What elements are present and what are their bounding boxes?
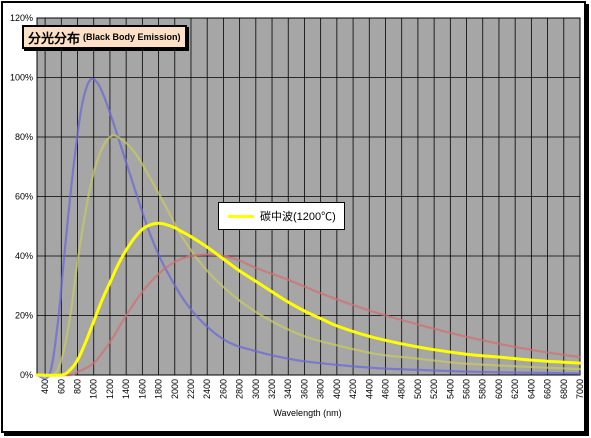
x-tick-label: 1600 (137, 379, 147, 399)
series-line-2 (35, 134, 582, 378)
y-tick-label: 40% (15, 251, 33, 261)
x-tick-label: 4600 (380, 379, 390, 399)
x-tick-label: 3800 (316, 379, 326, 399)
x-tick-label: 5200 (429, 379, 439, 399)
chart-subtitle: (Black Body Emission) (83, 32, 181, 42)
x-tick-label: 4400 (364, 379, 374, 399)
x-tick-label: 2400 (202, 379, 212, 399)
plot-border (36, 17, 581, 376)
x-tick-label: 3200 (267, 379, 277, 399)
x-tick-label: 1800 (154, 379, 164, 399)
series-line-4 (35, 221, 582, 377)
y-tick-label: 80% (15, 132, 33, 142)
y-tick-label: 120% (10, 13, 33, 23)
x-tick-label: 2200 (186, 379, 196, 399)
x-tick-label: 3400 (283, 379, 293, 399)
x-tick-label: 7000 (575, 379, 585, 399)
x-tick-label: 4800 (397, 379, 407, 399)
legend-swatch (228, 214, 254, 218)
x-tick-label: 6600 (543, 379, 553, 399)
series-line-1 (35, 77, 582, 380)
x-tick-label: 5800 (478, 379, 488, 399)
x-tick-label: 6200 (510, 379, 520, 399)
x-tick-label: 6800 (559, 379, 569, 399)
x-tick-label: 4000 (332, 379, 342, 399)
x-axis-title: Wavelength (nm) (273, 408, 341, 418)
x-tick-label: 2000 (170, 379, 180, 399)
x-tick-label: 1200 (105, 379, 115, 399)
x-tick-label: 2600 (218, 379, 228, 399)
x-tick-label: 6400 (526, 379, 536, 399)
x-tick-label: 6000 (494, 379, 504, 399)
legend-entry-label: 碳中波(1200℃) (260, 211, 336, 223)
x-tick-label: 3000 (251, 379, 261, 399)
x-tick-label: 1000 (89, 379, 99, 399)
y-tick-label: 100% (10, 73, 33, 83)
x-tick-label: 5400 (445, 379, 455, 399)
x-tick-label: 800 (73, 379, 83, 394)
y-tick-label: 0% (20, 370, 33, 380)
y-tick-label: 20% (15, 311, 33, 321)
x-tick-label: 2800 (235, 379, 245, 399)
series-line-3 (35, 253, 582, 377)
x-tick-label: 600 (56, 379, 66, 394)
chart-legend: 碳中波(1200℃) (218, 202, 345, 230)
x-tick-label: 1400 (121, 379, 131, 399)
x-tick-label: 5600 (462, 379, 472, 399)
x-tick-label: 3600 (299, 379, 309, 399)
chart-title-box: 分光分布 (Black Body Emission) (22, 25, 187, 49)
x-tick-label: 4200 (348, 379, 358, 399)
x-tick-label: 400 (40, 379, 50, 394)
y-tick-label: 60% (15, 192, 33, 202)
x-tick-label: 5000 (413, 379, 423, 399)
chart-title: 分光分布 (28, 30, 81, 46)
